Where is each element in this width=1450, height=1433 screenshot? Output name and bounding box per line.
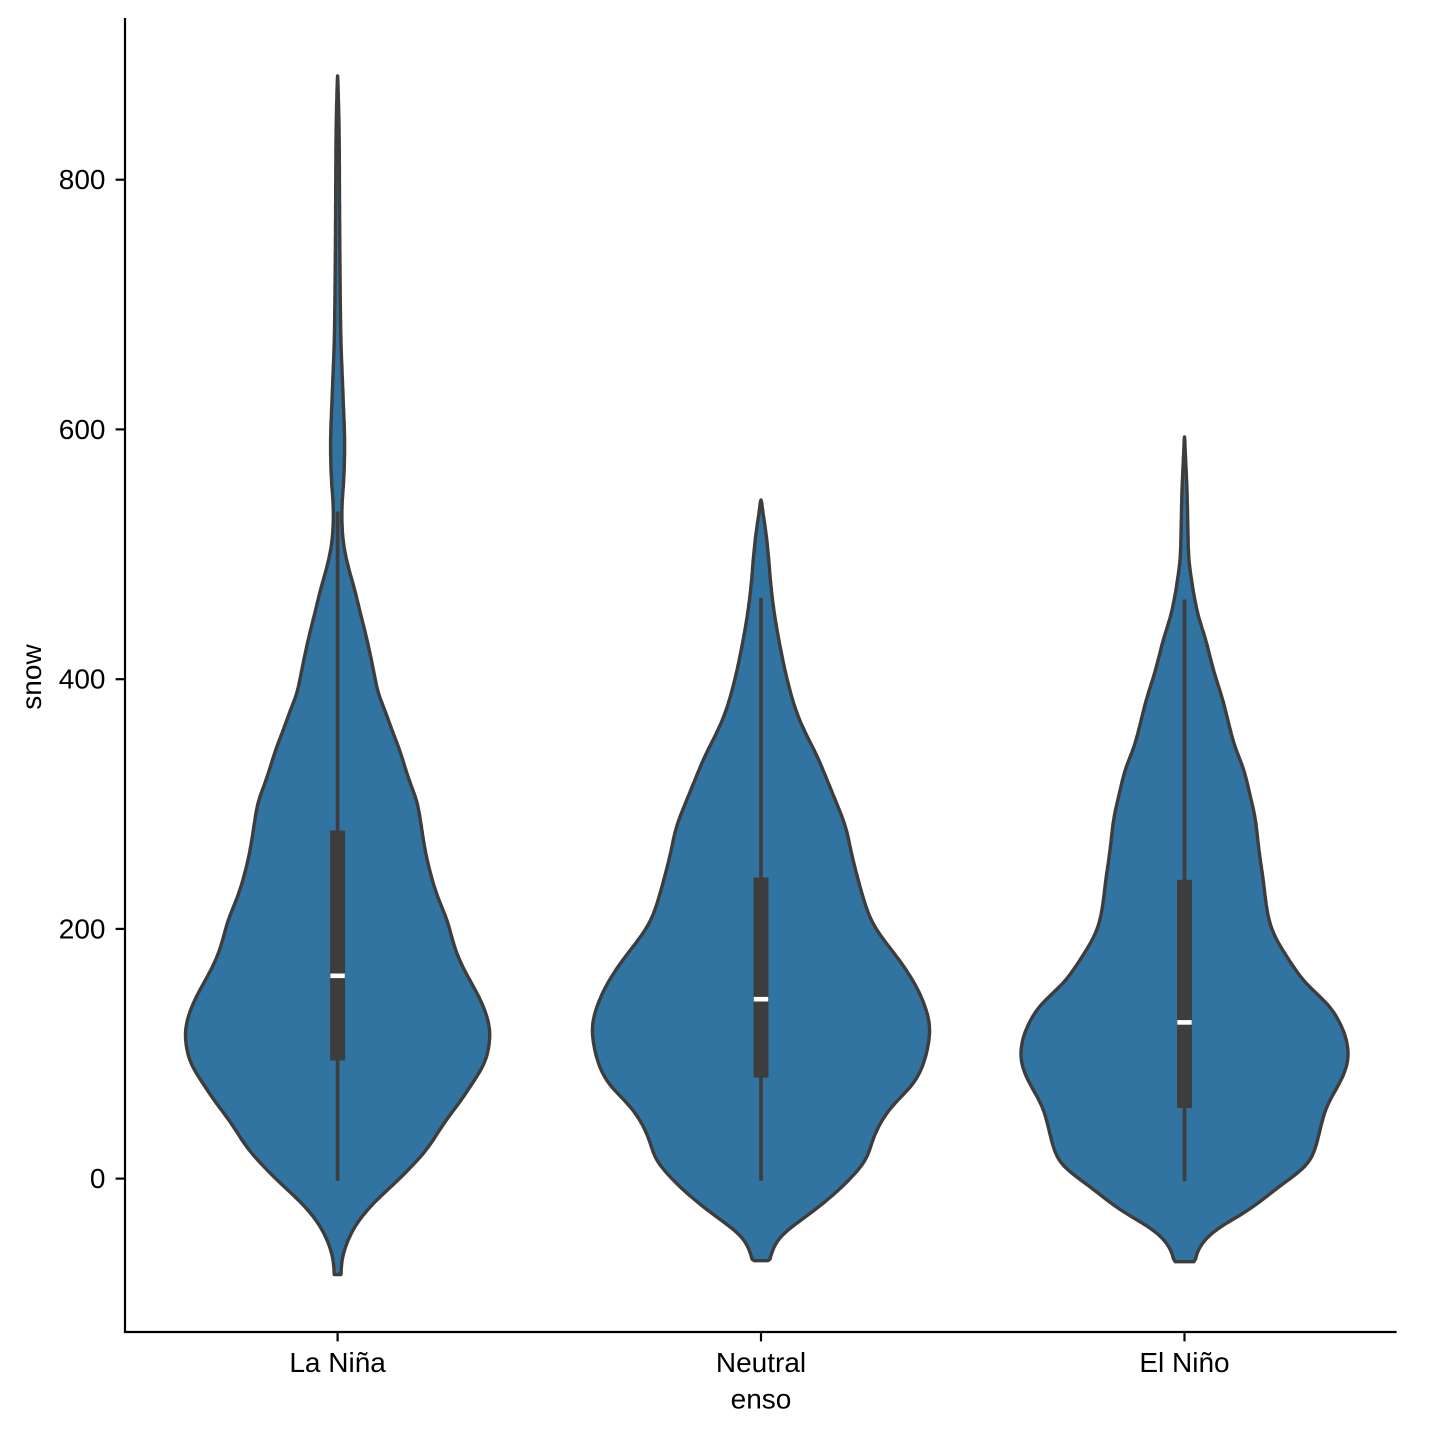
svg-text:0: 0 [90,1163,106,1194]
svg-text:800: 800 [59,164,106,195]
svg-text:snow: snow [16,644,47,710]
svg-text:400: 400 [59,664,106,695]
svg-text:200: 200 [59,913,106,944]
svg-text:Neutral: Neutral [716,1347,806,1378]
svg-text:600: 600 [59,414,106,445]
svg-text:La Niña: La Niña [289,1347,386,1378]
svg-text:enso: enso [731,1384,792,1415]
svg-text:El Niño: El Niño [1139,1347,1229,1378]
